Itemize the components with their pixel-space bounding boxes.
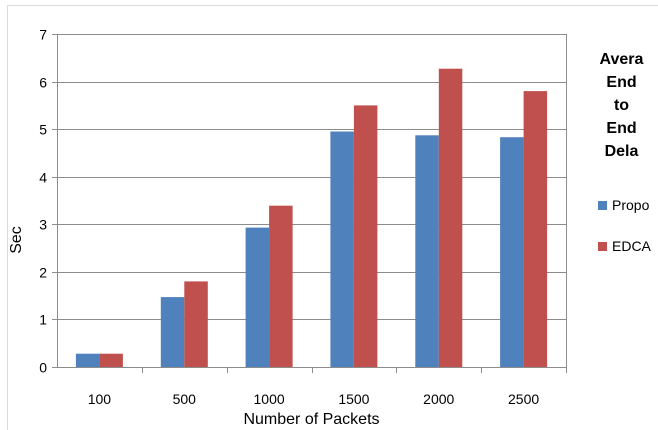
bar-edca-2000: [438, 68, 463, 367]
x-axis-title: Number of Packets: [243, 411, 379, 428]
y-axis-title: Sec: [8, 226, 25, 254]
y-tick-label: 6: [39, 75, 47, 91]
legend: Propo EDCA: [598, 194, 658, 276]
x-tick-label: 1500: [338, 391, 369, 407]
x-tick-label: 1000: [254, 391, 285, 407]
x-tick-label: 500: [173, 391, 197, 407]
legend-item-edca: EDCA: [598, 235, 658, 257]
chart-border: [7, 5, 658, 430]
y-tick-label: 2: [39, 265, 47, 281]
y-tick-label: 4: [39, 170, 47, 186]
bar-edca-2500: [523, 91, 548, 367]
legend-title: Avera End to End Dela: [599, 51, 644, 160]
legend-swatch-edca: [598, 241, 607, 251]
y-tick-label: 7: [39, 27, 47, 43]
bar-propo-2500: [500, 137, 524, 367]
bar-propo-1500: [330, 131, 354, 367]
bar-edca-1500: [353, 105, 378, 368]
y-tick-label: 1: [39, 312, 47, 328]
y-tick-label: 3: [39, 217, 47, 233]
x-tick-label: 2000: [423, 391, 454, 407]
x-tick-label: 2500: [508, 391, 539, 407]
legend-label-proposed: Propo: [612, 197, 650, 213]
bar-edca-1000: [269, 205, 293, 367]
bar-propo-2000: [415, 135, 439, 367]
bar-propo-1000: [245, 227, 270, 367]
legend-label-edca: EDCA: [612, 238, 651, 254]
y-tick-label: 0: [39, 360, 47, 376]
bar-propo-500: [160, 297, 185, 367]
legend-swatch-proposed: [598, 200, 607, 210]
x-tick-label: 100: [88, 391, 112, 407]
bar-edca-500: [184, 281, 208, 367]
legend-item-proposed: Propo: [598, 194, 658, 216]
y-tick-label: 5: [39, 122, 47, 138]
bar-propo-100: [75, 353, 100, 367]
bar-edca-100: [99, 353, 123, 367]
